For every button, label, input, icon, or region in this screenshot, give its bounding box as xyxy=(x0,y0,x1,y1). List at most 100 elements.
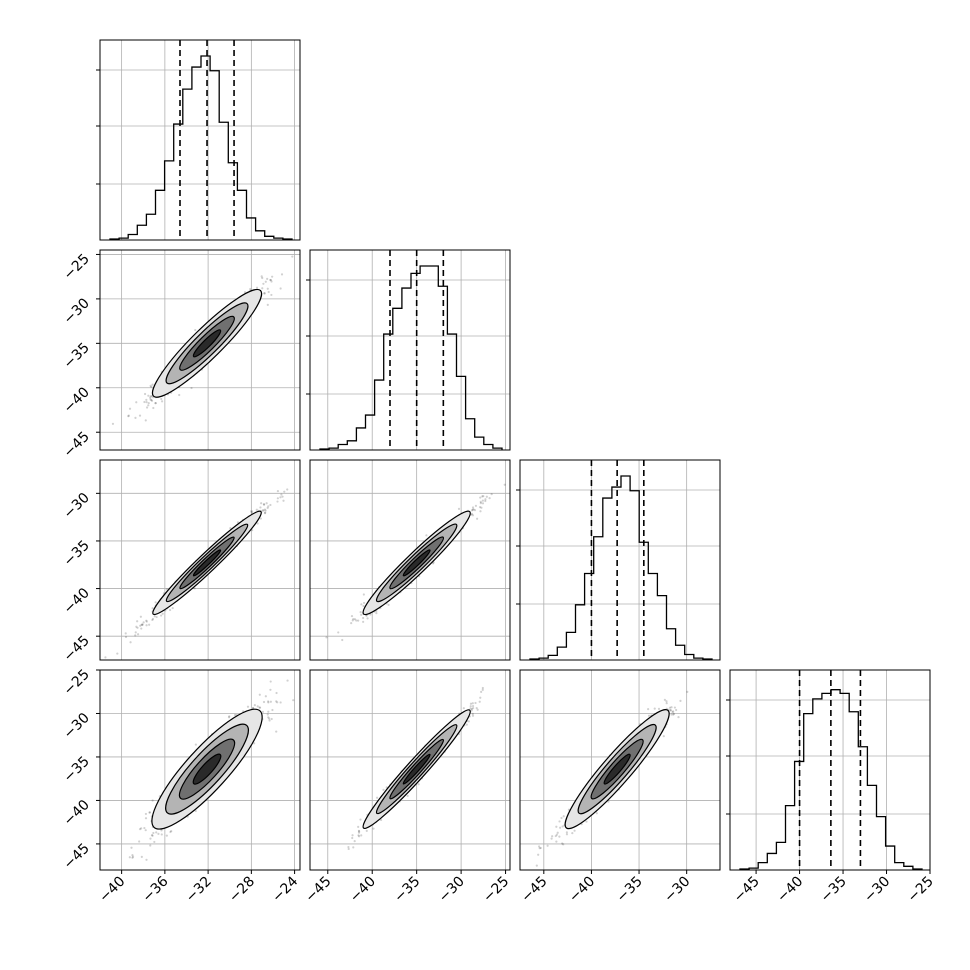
sample-point xyxy=(365,614,368,617)
sample-point xyxy=(470,707,473,711)
sample-point xyxy=(350,614,354,618)
sample-point xyxy=(251,510,254,513)
panel-frame xyxy=(99,669,301,871)
sample-point xyxy=(249,287,252,291)
sample-point xyxy=(155,615,158,619)
sample-point xyxy=(481,688,484,691)
sample-point xyxy=(267,290,270,294)
sample-point xyxy=(291,255,294,258)
sample-point xyxy=(263,508,267,511)
sample-point xyxy=(150,399,154,402)
sample-point xyxy=(280,493,283,496)
sample-point xyxy=(155,831,158,834)
sample-point xyxy=(262,503,266,506)
sample-point xyxy=(190,386,193,390)
sample-point xyxy=(351,619,354,622)
sample-point xyxy=(470,512,474,515)
sample-point xyxy=(227,716,231,719)
sample-point xyxy=(351,836,354,840)
sample-point xyxy=(360,613,363,616)
sample-point xyxy=(169,830,172,834)
sample-point xyxy=(266,713,269,716)
sample-point xyxy=(141,623,144,626)
sample-point xyxy=(359,611,362,614)
sample-point xyxy=(261,287,264,290)
sample-point xyxy=(140,855,143,859)
sample-point xyxy=(148,811,152,814)
sample-point xyxy=(276,489,280,493)
sample-point xyxy=(471,704,475,708)
sample-point xyxy=(474,504,478,507)
sample-point xyxy=(253,704,256,707)
sample-point xyxy=(154,402,157,405)
sample-point xyxy=(139,624,142,627)
contours xyxy=(151,708,263,830)
sample-point xyxy=(271,708,274,712)
sample-point xyxy=(357,825,360,828)
sample-point xyxy=(482,495,485,498)
sample-point xyxy=(150,395,153,398)
sample-point xyxy=(476,708,479,711)
sample-point xyxy=(127,414,130,417)
sample-point xyxy=(558,835,561,838)
sample-point xyxy=(550,837,553,840)
panel-frame xyxy=(99,39,301,241)
sample-point xyxy=(325,636,328,639)
sample-point xyxy=(134,634,137,637)
sample-point xyxy=(138,414,142,417)
sample-point xyxy=(262,700,266,704)
sample-point xyxy=(124,635,128,639)
sample-point xyxy=(149,398,152,401)
sample-point xyxy=(369,613,372,616)
sample-point xyxy=(145,401,148,404)
sample-point xyxy=(360,834,363,837)
sample-point xyxy=(264,511,267,514)
sample-point xyxy=(150,834,154,837)
sample-point xyxy=(490,493,493,496)
sample-point xyxy=(353,618,357,621)
sample-point xyxy=(149,844,152,847)
sample-point xyxy=(136,620,139,623)
sample-point xyxy=(560,816,563,820)
sample-point xyxy=(470,709,473,712)
sample-point xyxy=(281,495,284,498)
scatter-panel-3-0 xyxy=(99,669,301,871)
sample-point xyxy=(135,401,138,404)
panel-frame xyxy=(309,459,511,661)
contour-level-3 xyxy=(402,753,431,785)
sample-point xyxy=(479,696,482,699)
sample-point xyxy=(136,626,139,629)
sample-point xyxy=(469,702,473,705)
sample-point xyxy=(276,497,279,500)
sample-point xyxy=(131,855,135,858)
sample-point xyxy=(347,845,350,849)
hist-panel-3 xyxy=(726,669,931,871)
sample-point xyxy=(104,656,107,659)
sample-point xyxy=(269,503,272,507)
sample-point xyxy=(128,407,132,410)
sample-point xyxy=(145,619,148,622)
sample-point xyxy=(267,716,270,719)
contours xyxy=(151,288,263,398)
panel-frame xyxy=(309,669,511,871)
sample-point xyxy=(134,416,137,419)
sample-point xyxy=(478,700,481,703)
sample-point xyxy=(145,858,148,861)
sample-point xyxy=(170,829,173,833)
sample-point xyxy=(255,508,258,511)
sample-point xyxy=(148,811,151,814)
sample-point xyxy=(474,701,477,705)
sample-point xyxy=(147,394,150,397)
sample-point xyxy=(267,700,270,703)
sample-point xyxy=(479,510,482,513)
sample-point xyxy=(157,832,160,835)
sample-point xyxy=(270,717,273,721)
sample-point xyxy=(236,521,240,524)
sample-point xyxy=(357,831,361,834)
sample-point xyxy=(471,702,474,705)
sample-point xyxy=(475,706,478,710)
sample-point xyxy=(554,834,557,838)
sample-point xyxy=(267,701,270,704)
sample-point xyxy=(161,400,164,403)
sample-point xyxy=(353,840,356,843)
